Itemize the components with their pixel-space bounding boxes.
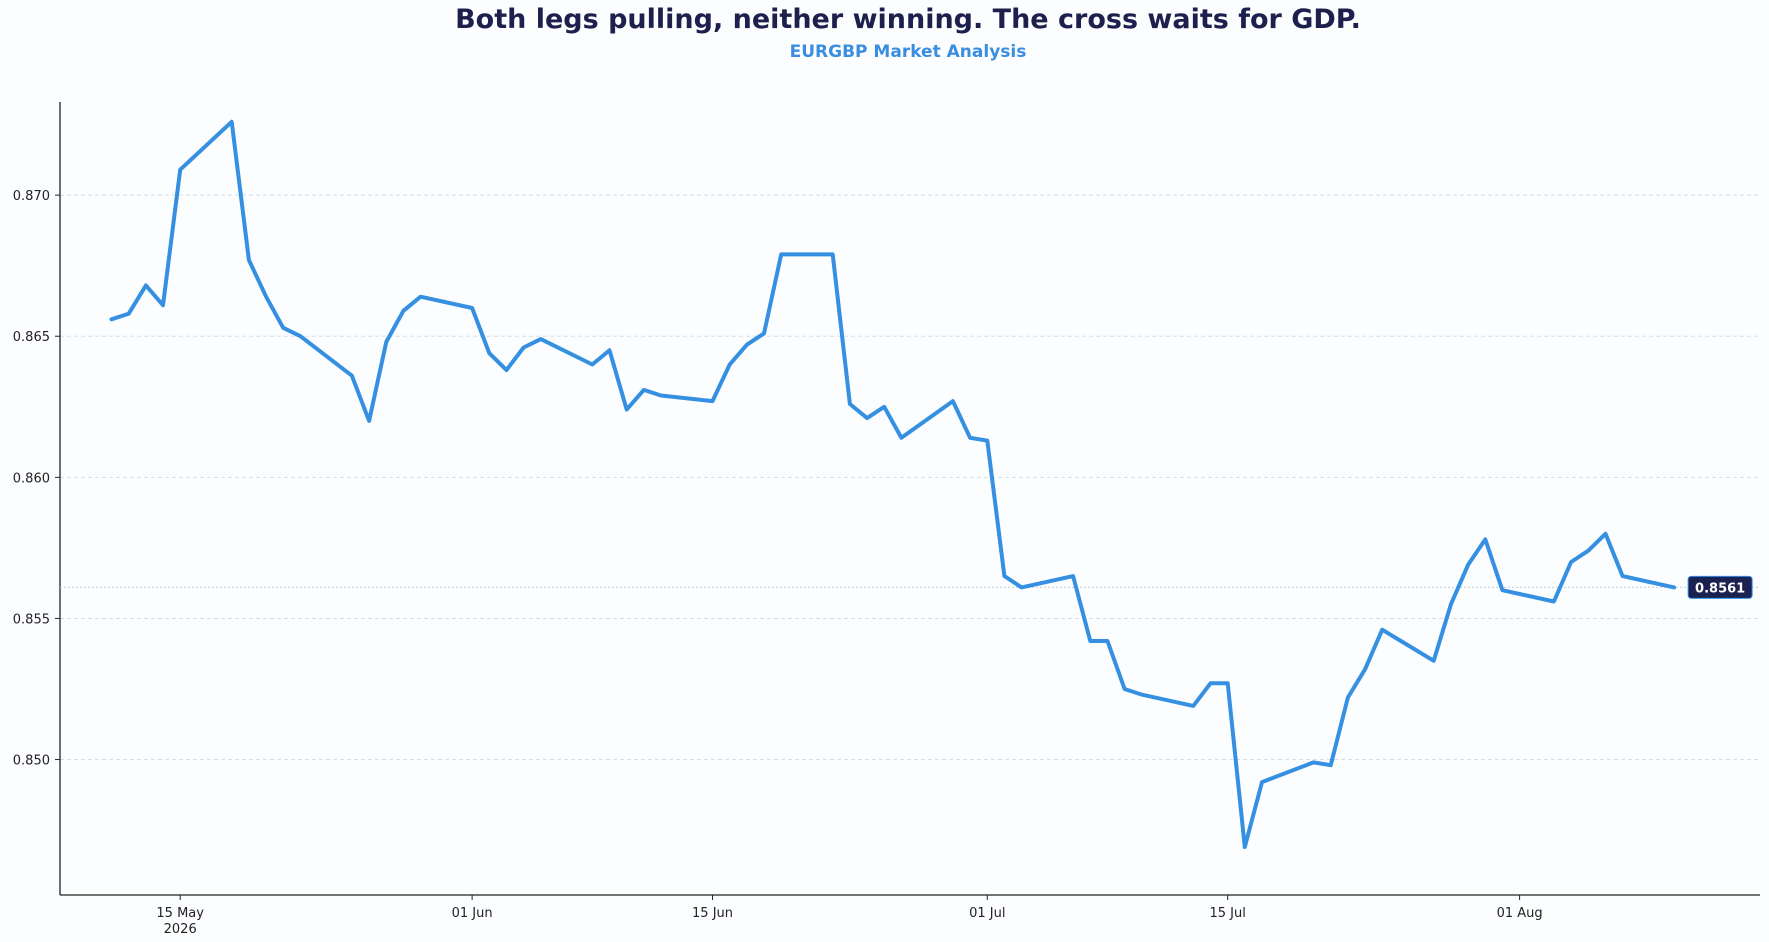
x-tick-label: 15 Jun — [692, 906, 733, 921]
chart-title: Both legs pulling, neither winning. The … — [455, 4, 1361, 35]
x-tick-label: 15 May — [156, 906, 204, 921]
x-tick-sublabel: 2026 — [164, 922, 197, 937]
y-tick-label: 0.855 — [13, 612, 50, 627]
x-tick-label: 01 Jun — [452, 906, 493, 921]
last-value-label: 0.8561 — [1695, 581, 1745, 596]
x-tick-label: 01 Aug — [1497, 906, 1543, 921]
x-tick-label: 15 Jul — [1209, 906, 1245, 921]
x-tick-label: 01 Jul — [969, 906, 1005, 921]
last-value-badge — [1687, 575, 1753, 599]
chart-subtitle: EURGBP Market Analysis — [789, 42, 1027, 62]
y-tick-label: 0.870 — [13, 189, 50, 204]
y-tick-label: 0.865 — [13, 330, 50, 345]
y-tick-label: 0.860 — [13, 471, 50, 486]
y-tick-label: 0.850 — [13, 754, 50, 769]
series-line — [109, 119, 1677, 849]
